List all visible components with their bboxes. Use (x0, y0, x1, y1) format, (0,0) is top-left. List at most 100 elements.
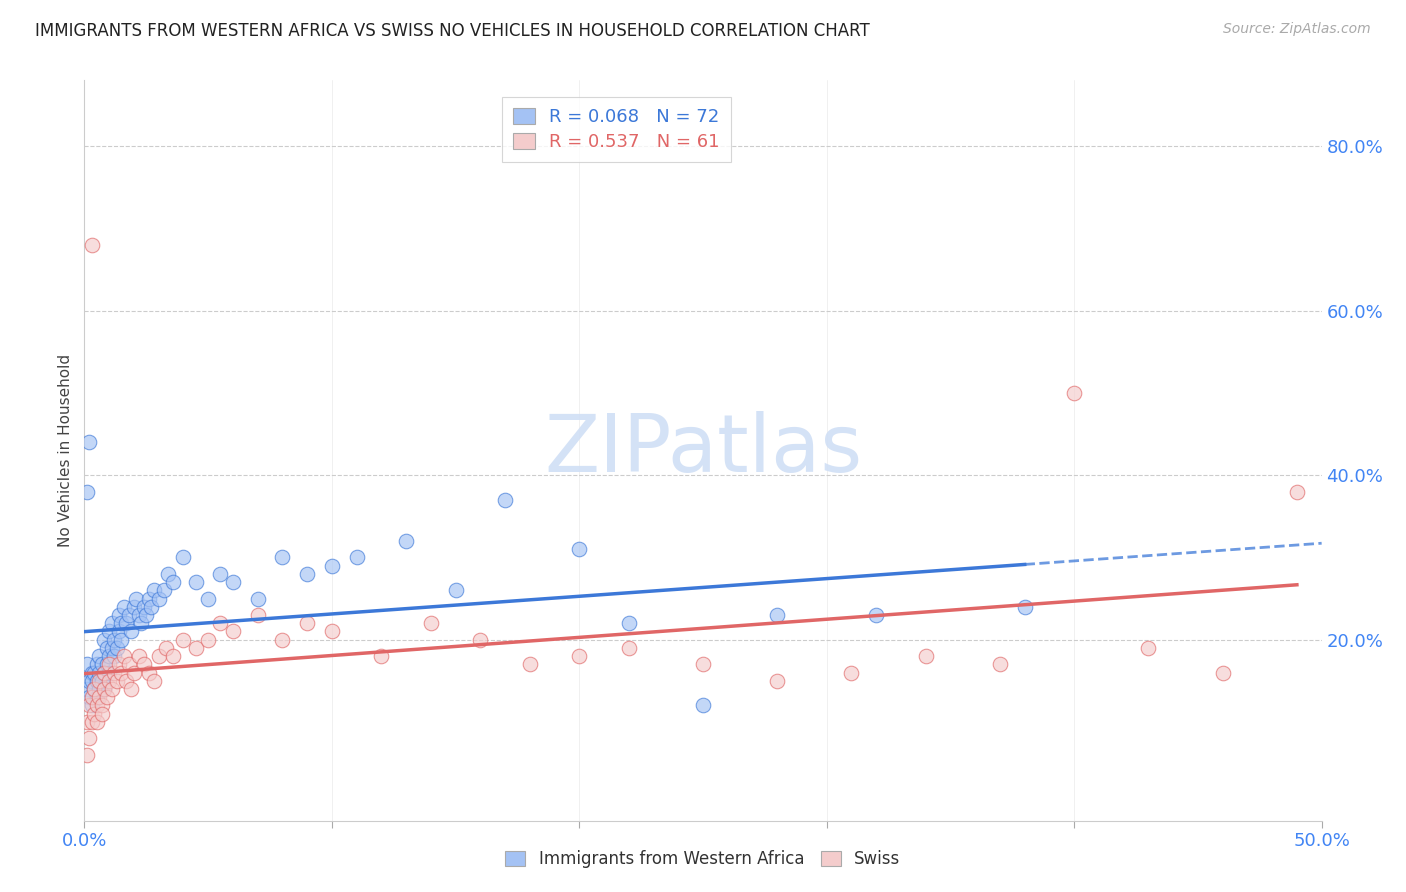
Point (76, 747, 98, 762)
Point (93, 665, 115, 680)
Point (271, 550, 294, 565)
Point (142, 673, 165, 688)
Point (444, 583, 467, 598)
Point (148, 591, 170, 606)
Point (89, 665, 111, 680)
Point (93, 665, 115, 680)
Point (86, 673, 108, 688)
Point (79, 731, 101, 746)
Point (76, 714, 98, 729)
Point (80, 665, 103, 680)
Point (617, 616, 640, 631)
Point (108, 624, 131, 639)
Point (98, 657, 121, 672)
Point (96, 690, 118, 705)
Legend: R = 0.068   N = 72, R = 0.537   N = 61: R = 0.068 N = 72, R = 0.537 N = 61 (502, 96, 731, 162)
Point (370, 649, 392, 664)
Point (80, 698, 103, 713)
Point (100, 616, 122, 631)
Point (295, 616, 318, 631)
Point (617, 640, 640, 655)
Point (90, 673, 112, 688)
Point (172, 550, 194, 565)
Point (209, 566, 232, 581)
Point (692, 657, 714, 672)
Point (155, 640, 177, 655)
Point (841, 665, 863, 680)
Point (419, 616, 441, 631)
Point (184, 575, 207, 590)
Point (222, 624, 245, 639)
Point (83, 681, 105, 696)
Point (83, 706, 105, 721)
Point (138, 665, 160, 680)
Point (90, 706, 112, 721)
Point (120, 624, 142, 639)
Point (76, 484, 98, 499)
Point (152, 583, 174, 598)
Legend: Immigrants from Western Africa, Swiss: Immigrants from Western Africa, Swiss (499, 844, 907, 875)
Point (914, 649, 936, 664)
Point (105, 640, 128, 655)
Point (295, 566, 318, 581)
Point (110, 665, 132, 680)
Point (79, 673, 101, 688)
Point (80, 714, 103, 729)
Point (157, 566, 180, 581)
Point (80, 690, 103, 705)
Point (132, 657, 155, 672)
Point (93, 632, 115, 647)
Point (89, 681, 111, 696)
Point (86, 657, 108, 672)
Point (692, 698, 714, 713)
Point (1137, 640, 1160, 655)
Point (79, 698, 101, 713)
Point (118, 607, 141, 622)
Point (1014, 599, 1036, 614)
Point (98, 665, 121, 680)
Point (162, 649, 184, 664)
Point (103, 665, 125, 680)
Point (138, 591, 160, 606)
Point (98, 673, 121, 688)
Point (96, 640, 118, 655)
Point (103, 632, 125, 647)
Point (197, 632, 219, 647)
Point (129, 616, 152, 631)
Point (1212, 665, 1234, 680)
Point (118, 657, 141, 672)
Point (90, 698, 112, 713)
Point (83, 681, 105, 696)
Point (115, 616, 138, 631)
Point (321, 558, 343, 573)
Y-axis label: No Vehicles in Household: No Vehicles in Household (58, 354, 73, 547)
Point (162, 575, 184, 590)
Point (494, 492, 516, 507)
Point (86, 698, 108, 713)
Text: IMMIGRANTS FROM WESTERN AFRICA VS SWISS NO VEHICLES IN HOUSEHOLD CORRELATION CHA: IMMIGRANTS FROM WESTERN AFRICA VS SWISS … (35, 22, 870, 40)
Point (865, 607, 887, 622)
Point (90, 657, 112, 672)
Point (128, 649, 150, 664)
Point (222, 575, 245, 590)
Point (80, 673, 103, 688)
Point (470, 632, 492, 647)
Text: Source: ZipAtlas.com: Source: ZipAtlas.com (1223, 22, 1371, 37)
Point (112, 649, 135, 664)
Point (76, 681, 98, 696)
Point (568, 649, 591, 664)
Point (395, 533, 418, 548)
Point (122, 599, 145, 614)
Point (93, 681, 115, 696)
Point (197, 591, 219, 606)
Point (148, 649, 170, 664)
Point (346, 550, 368, 565)
Point (125, 591, 148, 606)
Point (105, 673, 128, 688)
Point (76, 657, 98, 672)
Point (98, 649, 121, 664)
Point (98, 624, 121, 639)
Point (100, 681, 122, 696)
Point (96, 657, 118, 672)
Point (110, 616, 132, 631)
